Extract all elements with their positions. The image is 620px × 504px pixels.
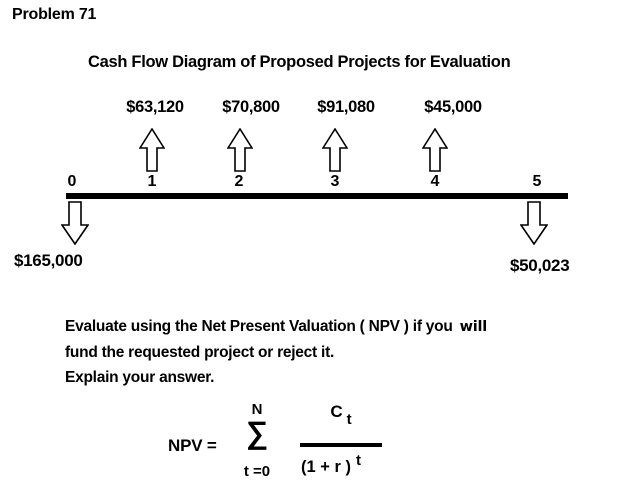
- up-arrow-icon: [322, 128, 348, 172]
- diagram-title: Cash Flow Diagram of Proposed Projects f…: [88, 53, 511, 71]
- fraction-denominator: (1 + r ) t: [301, 452, 361, 477]
- numerator-subscript: t: [346, 411, 352, 428]
- question-line-3: Explain your answer.: [65, 369, 215, 386]
- up-arrow-icon: [139, 128, 165, 172]
- down-arrow-icon: [61, 201, 89, 245]
- up-arrow-icon: [422, 128, 448, 172]
- timeline-tick-4: 4: [430, 173, 440, 190]
- timeline-tick-0: 0: [67, 173, 77, 190]
- inflow-amount-year4: $45,000: [424, 98, 482, 116]
- inflow-amount-year3: $91,080: [317, 98, 375, 116]
- timeline-tick-1: 1: [147, 173, 157, 190]
- summation-lower-limit: t =0: [243, 463, 271, 480]
- summation-symbol: ∑: [245, 415, 269, 450]
- timeline-axis: [66, 193, 568, 199]
- question-line-1: Evaluate using the Net Present Valuation…: [65, 314, 585, 340]
- timeline-tick-2: 2: [234, 173, 244, 190]
- denominator-superscript: t: [355, 452, 361, 469]
- question-line-1-main: Evaluate using the Net Present Valuation…: [65, 318, 453, 335]
- problem-title: Problem 71: [12, 6, 97, 23]
- up-arrow-icon: [227, 128, 253, 172]
- question-text: Evaluate using the Net Present Valuation…: [65, 314, 585, 390]
- timeline-tick-3: 3: [330, 173, 340, 190]
- outflow-amount-year5: $50,023: [510, 256, 570, 275]
- question-line-2: fund the requested project or reject it.: [65, 344, 335, 361]
- down-arrow-icon: [520, 201, 548, 245]
- formula-lhs: NPV =: [168, 436, 217, 455]
- fraction-bar: [300, 443, 382, 447]
- timeline-tick-5: 5: [532, 173, 542, 190]
- outflow-amount-year0: $165,000: [14, 251, 83, 270]
- numerator-base: C: [330, 402, 343, 421]
- question-line-1-tail: will: [459, 319, 488, 335]
- denominator-base: (1 + r ): [301, 458, 351, 476]
- inflow-amount-year2: $70,800: [222, 98, 280, 116]
- inflow-amount-year1: $63,120: [126, 98, 184, 116]
- summation-upper-limit: N: [251, 401, 263, 418]
